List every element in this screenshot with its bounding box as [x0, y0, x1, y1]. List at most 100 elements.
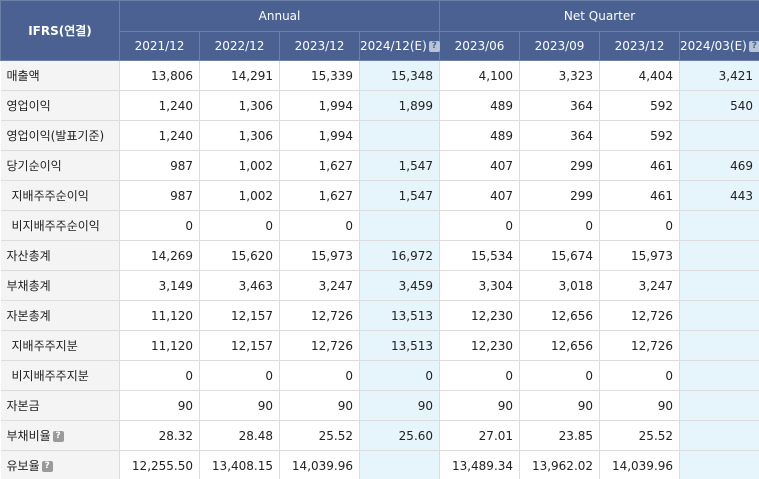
table-cell [359, 450, 441, 479]
table-cell: 12,157 [199, 300, 280, 331]
table-cell: 14,291 [199, 60, 280, 91]
table-cell: 14,269 [119, 240, 200, 271]
table-cell: 1,002 [199, 180, 280, 211]
row-label: 부채총계 [0, 270, 120, 301]
row-label: 유보율? [0, 450, 120, 479]
table-cell: 11,120 [119, 300, 200, 331]
table-cell: 13,806 [119, 60, 200, 91]
table-cell: 12,656 [519, 300, 601, 331]
table-cell: 540 [679, 90, 759, 121]
table-cell [679, 210, 759, 241]
table-cell: 0 [199, 210, 280, 241]
table-cell: 1,306 [199, 90, 280, 121]
row-label-text: 유보율 [6, 459, 40, 473]
row-label: 부채비율? [0, 420, 120, 451]
table-cell: 1,994 [279, 120, 360, 151]
table-cell: 0 [279, 360, 360, 391]
table-row: 자본금 90 90 90 90 90 90 90 [0, 390, 759, 421]
table-body: 매출액 13,806 14,291 15,339 15,348 4,100 3,323 4,4… [0, 60, 759, 479]
table-cell: 90 [199, 390, 280, 421]
row-label-text: 자본총계 [6, 309, 51, 323]
table-cell: 15,534 [439, 240, 521, 271]
table-cell: 987 [119, 180, 200, 211]
table-cell: 12,255.50 [119, 450, 200, 479]
help-icon[interactable]: ? [52, 431, 64, 442]
table-cell [679, 390, 759, 421]
table-cell: 25.52 [599, 420, 681, 451]
table-cell [679, 450, 759, 479]
period-header: 2021/12 [119, 31, 200, 61]
help-icon[interactable]: ? [748, 41, 759, 52]
table-cell: 1,240 [119, 120, 200, 151]
net-quarter-group-header: Net Quarter [439, 0, 759, 32]
help-icon[interactable]: ? [41, 461, 53, 472]
row-label-text: 영업이익(발표기준) [6, 129, 105, 143]
table-cell: 3,018 [519, 270, 601, 301]
row-label: 자본금 [0, 390, 120, 421]
table-cell: 1,899 [359, 90, 441, 121]
period-header: 2023/12 [279, 31, 360, 61]
period-label: 2023/09 [534, 39, 585, 53]
period-label: 2022/12 [214, 39, 265, 53]
table-cell: 90 [439, 390, 521, 421]
table-row: 영업이익(발표기준) 1,240 1,306 1,994 489 364 592 [0, 120, 759, 151]
table-cell [679, 240, 759, 271]
row-label-text: 자산총계 [6, 249, 51, 263]
table-cell: 3,323 [519, 60, 601, 91]
table-cell: 15,674 [519, 240, 601, 271]
row-label: 자산총계 [0, 240, 120, 271]
table-cell: 15,348 [359, 60, 441, 91]
table-cell: 13,408.15 [199, 450, 280, 479]
row-label-text: 지배주주지분 [11, 339, 78, 353]
table-row: 지배주주순이익 987 1,002 1,627 1,547 407 299 461 443 [0, 180, 759, 211]
table-cell: 25.52 [279, 420, 360, 451]
table-cell: 13,489.34 [439, 450, 521, 479]
table-cell: 469 [679, 150, 759, 181]
row-label: 매출액 [0, 60, 120, 91]
period-label: 2023/06 [454, 39, 505, 53]
row-label: 영업이익(발표기준) [0, 120, 120, 151]
period-header: 2023/12 [599, 31, 681, 61]
table-cell: 0 [359, 360, 441, 391]
table-cell: 299 [519, 180, 601, 211]
table-cell: 15,973 [279, 240, 360, 271]
table-cell: 12,726 [279, 330, 360, 361]
table-cell: 14,039.96 [279, 450, 360, 479]
row-label-text: 당기순이익 [6, 159, 62, 173]
table-cell: 27.01 [439, 420, 521, 451]
table-row: 자본총계 11,120 12,157 12,726 13,513 12,230 12,656… [0, 300, 759, 331]
table-cell: 299 [519, 150, 601, 181]
table-cell: 15,973 [599, 240, 681, 271]
table-row: 부채비율? 28.32 28.48 25.52 25.60 27.01 23.85 25.52 [0, 420, 759, 451]
period-label: 2023/12 [614, 39, 665, 53]
table-cell: 3,304 [439, 270, 521, 301]
table-cell: 987 [119, 150, 200, 181]
row-label-text: 비지배주주순이익 [11, 219, 100, 233]
table-cell: 90 [599, 390, 681, 421]
table-cell: 14,039.96 [599, 450, 681, 479]
table-row: 자산총계 14,269 15,620 15,973 16,972 15,534 15,674… [0, 240, 759, 271]
table-cell: 364 [519, 90, 601, 121]
row-label: 지배주주지분 [0, 330, 120, 361]
table-cell [679, 420, 759, 451]
table-cell [679, 120, 759, 151]
period-header-row: 2021/12 2022/12 2023/12 2024/12(E)? 2023/06 2… [1, 31, 759, 61]
row-label: 비지배주주순이익 [0, 210, 120, 241]
help-icon[interactable]: ? [428, 41, 440, 52]
table-cell [679, 330, 759, 361]
row-label-text: 자본금 [6, 399, 40, 413]
table-cell: 461 [599, 180, 681, 211]
accounting-standard-header: IFRS(연결) [0, 0, 120, 61]
row-label: 자본총계 [0, 300, 120, 331]
period-label: 2024/12(E) [360, 39, 427, 53]
table-cell: 1,547 [359, 150, 441, 181]
table-cell: 364 [519, 120, 601, 151]
table-cell: 12,726 [279, 300, 360, 331]
table-cell: 13,962.02 [519, 450, 601, 479]
table-cell: 12,230 [439, 330, 521, 361]
table-cell: 90 [519, 390, 601, 421]
table-cell: 1,627 [279, 180, 360, 211]
table-header: IFRS(연결) Annual Net Quarter 2021/12 2022/… [0, 0, 759, 61]
table-cell [359, 210, 441, 241]
table-cell: 407 [439, 180, 521, 211]
